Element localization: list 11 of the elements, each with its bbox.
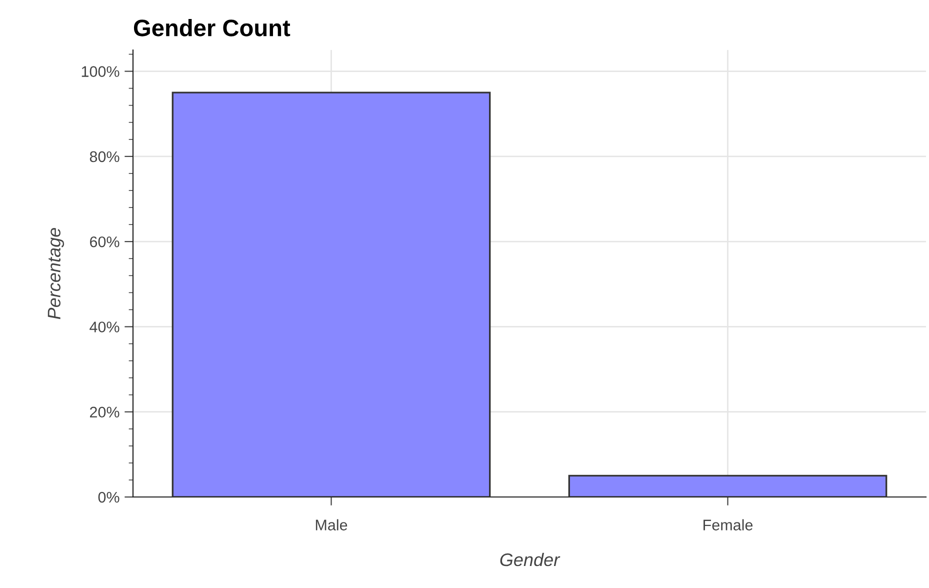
y-tick-label: 0% bbox=[98, 492, 120, 503]
y-tick-label: 100% bbox=[82, 66, 120, 77]
y-tick-label: 60% bbox=[90, 236, 120, 248]
chart-title: Gender Count bbox=[134, 19, 290, 36]
y-axis-title: Percentage bbox=[48, 228, 64, 320]
y-tick-label: 80% bbox=[90, 151, 120, 162]
y-tick-label: 40% bbox=[90, 322, 120, 332]
x-tick-label: Female bbox=[704, 519, 753, 530]
x-axis-title: Gender bbox=[500, 552, 560, 566]
y-tick-label: 20% bbox=[90, 406, 120, 418]
x-tick-label: Male bbox=[316, 519, 348, 530]
